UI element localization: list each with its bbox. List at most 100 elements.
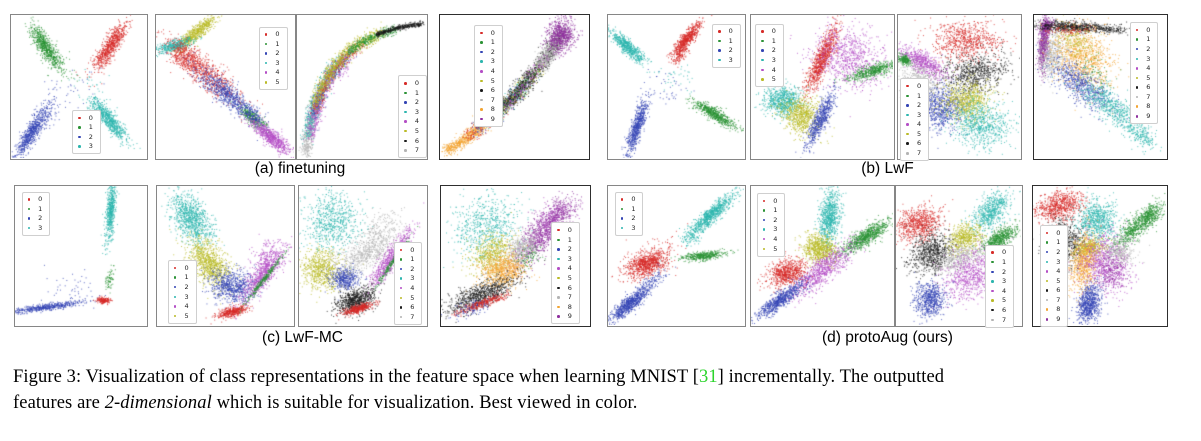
legend-label: 6: [410, 303, 415, 312]
legend-marker-dot: [264, 61, 268, 65]
legend-marker-dot: [991, 251, 994, 254]
legend-entry: 3: [1135, 54, 1150, 64]
legend-label: 3: [38, 223, 43, 232]
legend-label: 3: [275, 58, 280, 67]
legend-label: 1: [184, 273, 189, 282]
legend-entry: 2: [480, 47, 495, 57]
legend-entry: 3: [27, 223, 43, 233]
legend-marker-dot: [1045, 298, 1049, 302]
legend-label: 2: [1056, 247, 1061, 256]
legend-entry: 4: [761, 65, 776, 75]
group-caption-protoaug: (d) protoAug (ours): [822, 329, 953, 346]
legend-entry: 0: [718, 27, 733, 37]
legend-label: 5: [567, 273, 572, 282]
legend-label: 3: [1056, 257, 1061, 266]
group-caption-lwf-mc: (c) LwF-MC: [262, 329, 343, 346]
legend-marker-dot: [762, 237, 766, 241]
legend-label: 4: [773, 234, 778, 243]
legend-entry: 5: [991, 296, 1006, 306]
legend-marker-dot: [173, 266, 177, 270]
legend-label: 5: [410, 293, 415, 302]
legend-entry: 2: [1045, 247, 1061, 257]
legend-marker-dot: [480, 117, 483, 121]
legend-entry: 8: [480, 105, 495, 115]
legend-entry: 7: [906, 149, 921, 159]
legend-entry: 7: [399, 312, 414, 322]
legend-label: 6: [490, 86, 495, 95]
legend-marker-dot: [1135, 95, 1139, 99]
legend-label: 2: [773, 215, 778, 224]
legend-marker-dot: [404, 149, 407, 152]
legend-marker-dot: [718, 49, 721, 52]
legend-marker-dot: [1135, 38, 1139, 41]
legend-entry: 5: [906, 129, 921, 139]
citation-link[interactable]: 31: [698, 367, 718, 387]
legend-marker-dot: [264, 71, 268, 74]
legend-marker-dot: [399, 267, 403, 271]
legend-entry: 0: [991, 248, 1006, 258]
figure-caption: Figure 3: Visualization of class represe…: [13, 365, 1193, 416]
legend-label: 0: [728, 27, 733, 36]
legend-entry: 0: [27, 195, 42, 205]
legend-entry: 1: [620, 204, 635, 214]
legend-entry: 2: [173, 282, 189, 292]
legend-marker-dot: [557, 286, 560, 289]
legend-marker-dot: [557, 276, 560, 280]
legend-entry: 7: [404, 146, 419, 156]
legend-marker-dot: [557, 267, 560, 270]
legend-marker-dot: [762, 209, 766, 212]
legend-label: 2: [916, 101, 922, 110]
legend-marker-dot: [399, 315, 403, 319]
legend-marker-dot: [1045, 260, 1049, 264]
legend-entry: 9: [1135, 112, 1150, 122]
legend-label: 2: [414, 98, 420, 107]
legend-entry: 3: [404, 107, 419, 117]
legend-label: 4: [1001, 286, 1007, 295]
legend-entry: 5: [1135, 73, 1150, 83]
legend-label: 6: [414, 136, 420, 145]
legend-label: 2: [728, 46, 733, 55]
legend-entry: 0: [480, 28, 495, 38]
legend-entry: 0: [1135, 25, 1150, 35]
legend-marker-dot: [264, 33, 268, 36]
legend-marker-dot: [906, 104, 909, 107]
legend-marker-dot: [480, 89, 483, 92]
legend-label: 8: [1146, 102, 1151, 111]
legend-marker-dot: [1045, 318, 1049, 321]
legend-marker-dot: [991, 299, 994, 302]
legend-entry: 0: [762, 196, 777, 206]
legend-marker-dot: [1135, 28, 1139, 32]
legend-label: 4: [410, 283, 415, 292]
legend-entry: 5: [480, 76, 495, 86]
legend-marker-dot: [78, 135, 81, 139]
legend-marker-dot: [480, 41, 483, 44]
legend-entry: 4: [480, 66, 495, 76]
legend-label: 0: [1001, 248, 1007, 257]
group-caption-finetuning: (a) finetuning: [254, 160, 346, 177]
legend-entry: 0: [906, 81, 921, 91]
legend-marker-dot: [718, 39, 721, 43]
caption-text-2: ] incrementally. The outputted: [717, 367, 945, 387]
legend-label: 3: [88, 142, 93, 151]
legend-entry: 1: [480, 38, 495, 48]
legend-entry: 7: [480, 95, 495, 105]
legend-entry: 5: [399, 293, 415, 303]
legend-label: 5: [414, 126, 420, 135]
legend-label: 9: [490, 114, 495, 123]
legend-label: 5: [1056, 276, 1061, 285]
legend-marker-dot: [1045, 289, 1049, 292]
legend-marker-dot: [557, 315, 560, 318]
legend-label: 4: [771, 65, 776, 74]
legend-entry: 4: [399, 283, 415, 293]
legend-label: 1: [410, 255, 415, 264]
legend-entry: 3: [480, 57, 495, 67]
legend-label: 5: [773, 244, 778, 253]
